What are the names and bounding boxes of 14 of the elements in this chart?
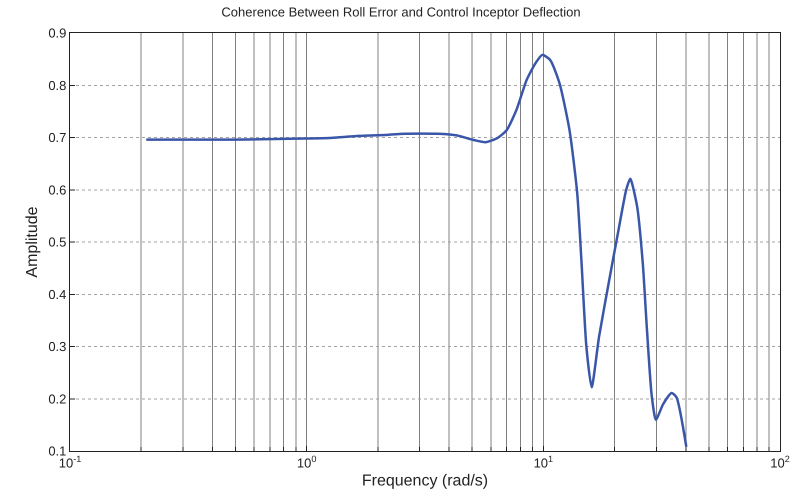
x-tick-label: 10$^{2}$ (770, 454, 790, 471)
y-axis-title: Amplitude (24, 206, 42, 278)
x-tick-label: 10$^{1}$ (534, 454, 554, 471)
x-tick-label: 10$^{0}$ (296, 454, 316, 471)
y-tick-label: 0.6 (48, 182, 66, 198)
y-tick-label: 0.8 (48, 78, 66, 93)
y-tick-label: 0.3 (48, 339, 66, 354)
x-axis-title: Frequency (rad/s) (362, 472, 488, 490)
y-tick-label: 0.7 (48, 130, 66, 146)
y-tick-label: 0.4 (48, 286, 66, 302)
y-tick-label: 0.9 (48, 26, 66, 41)
y-tick-label: 0.2 (48, 391, 66, 406)
chart-title: Coherence Between Roll Error and Control Inceptor Deflection (221, 4, 581, 20)
y-tick-label: 0.5 (48, 234, 66, 250)
